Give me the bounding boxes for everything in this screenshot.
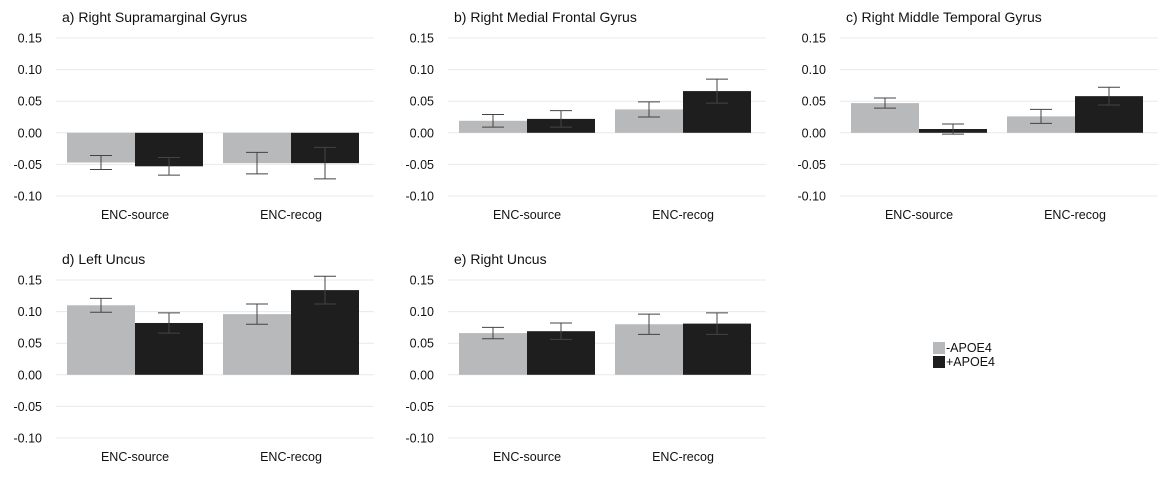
legend-swatch-minus-apoe4 bbox=[933, 342, 945, 354]
panel-title: c) Right Middle Temporal Gyrus bbox=[846, 9, 1042, 25]
category-label: ENC-recog bbox=[260, 450, 322, 464]
error-bar bbox=[246, 151, 268, 175]
y-tick-label: -0.10 bbox=[798, 190, 827, 204]
chart-svg: c) Right Middle Temporal Gyrus 0.15 0.10 0.… bbox=[798, 9, 1158, 222]
y-tick-label: -0.05 bbox=[14, 158, 43, 172]
chart-svg: e) Right Uncus 0.15 0.10 0.05 0.00 -0.05 -0.10… bbox=[406, 251, 766, 464]
y-tick-label: -0.10 bbox=[406, 190, 435, 204]
bar-minus-apoe4-enc-recog bbox=[615, 109, 683, 133]
chart-svg: d) Left Uncus 0.15 0.10 0.05 0.00 -0.05 -0.10 E… bbox=[14, 251, 374, 464]
figure: a) Right Supramarginal Gyrus 0.15 0.10 0.05… bbox=[0, 0, 1160, 464]
y-tick-label: 0.10 bbox=[802, 63, 826, 77]
error-bar bbox=[638, 313, 660, 335]
y-tick-label: -0.05 bbox=[798, 158, 827, 172]
y-tick-label: -0.05 bbox=[406, 400, 435, 414]
panel-title: e) Right Uncus bbox=[454, 251, 547, 267]
error-bar bbox=[942, 123, 964, 135]
bar-minus-apoe4-enc-recog bbox=[1007, 116, 1075, 133]
y-tick-label: 0.00 bbox=[802, 126, 826, 140]
y-tick-label: 0.05 bbox=[410, 95, 434, 109]
error-bar bbox=[550, 110, 572, 128]
error-bar bbox=[246, 303, 268, 325]
chart-panel-e: e) Right Uncus 0.15 0.10 0.05 0.00 -0.05 -0.10… bbox=[392, 242, 772, 477]
y-tick-label: 0.10 bbox=[18, 63, 42, 77]
category-label: ENC-recog bbox=[652, 450, 714, 464]
y-tick-label: 0.15 bbox=[410, 32, 434, 46]
chart-panel-d: d) Left Uncus 0.15 0.10 0.05 0.00 -0.05 -0.10 E… bbox=[0, 242, 380, 477]
category-label: ENC-recog bbox=[260, 208, 322, 222]
y-tick-label: -0.10 bbox=[14, 190, 43, 204]
panel-title: d) Left Uncus bbox=[62, 251, 145, 267]
category-label: ENC-recog bbox=[652, 208, 714, 222]
y-tick-label: 0.00 bbox=[410, 126, 434, 140]
y-tick-label: 0.15 bbox=[18, 274, 42, 288]
legend-label: -APOE4 bbox=[946, 341, 992, 355]
legend-label: +APOE4 bbox=[946, 355, 995, 369]
legend: -APOE4 +APOE4 bbox=[933, 341, 995, 369]
category-label: ENC-source bbox=[885, 208, 953, 222]
bar-minus-apoe4-enc-source bbox=[67, 305, 135, 375]
error-bar bbox=[158, 156, 180, 176]
error-bar bbox=[90, 155, 112, 170]
chart-panel-c: c) Right Middle Temporal Gyrus 0.15 0.10 0.… bbox=[784, 0, 1160, 235]
legend-item-plus-apoe4: +APOE4 bbox=[933, 355, 995, 369]
legend-swatch-plus-apoe4 bbox=[933, 356, 945, 368]
y-tick-label: 0.05 bbox=[802, 95, 826, 109]
error-bar bbox=[550, 322, 572, 340]
panel-title: a) Right Supramarginal Gyrus bbox=[62, 9, 247, 25]
error-bar bbox=[314, 146, 336, 180]
y-tick-label: 0.05 bbox=[18, 95, 42, 109]
error-bar bbox=[482, 113, 504, 128]
error-bar bbox=[706, 312, 728, 335]
y-tick-label: 0.05 bbox=[410, 337, 434, 351]
category-label: ENC-source bbox=[493, 208, 561, 222]
y-tick-label: 0.00 bbox=[18, 368, 42, 382]
y-tick-label: 0.10 bbox=[410, 305, 434, 319]
y-tick-label: -0.10 bbox=[406, 432, 435, 446]
y-tick-label: -0.10 bbox=[14, 432, 43, 446]
y-tick-label: 0.15 bbox=[410, 274, 434, 288]
y-tick-label: 0.00 bbox=[18, 126, 42, 140]
error-bar bbox=[158, 312, 180, 334]
error-bar bbox=[314, 275, 336, 305]
chart-panel-b: b) Right Medial Frontal Gyrus 0.15 0.10 0.0… bbox=[392, 0, 772, 235]
panel-title: b) Right Medial Frontal Gyrus bbox=[454, 9, 637, 25]
error-bar bbox=[1098, 86, 1120, 106]
y-tick-label: -0.05 bbox=[406, 158, 435, 172]
y-tick-label: 0.15 bbox=[18, 32, 42, 46]
error-bar bbox=[482, 326, 504, 340]
chart-svg: a) Right Supramarginal Gyrus 0.15 0.10 0.05… bbox=[14, 9, 374, 222]
error-bar bbox=[90, 297, 112, 313]
category-label: ENC-source bbox=[101, 208, 169, 222]
error-bar bbox=[1030, 108, 1052, 124]
y-tick-label: 0.00 bbox=[410, 368, 434, 382]
error-bar bbox=[638, 101, 660, 118]
y-tick-label: 0.10 bbox=[18, 305, 42, 319]
y-tick-label: 0.05 bbox=[18, 337, 42, 351]
error-bar bbox=[874, 97, 896, 109]
category-label: ENC-source bbox=[101, 450, 169, 464]
chart-panel-a: a) Right Supramarginal Gyrus 0.15 0.10 0.05… bbox=[0, 0, 380, 235]
chart-svg: b) Right Medial Frontal Gyrus 0.15 0.10 0.0… bbox=[406, 9, 766, 222]
error-bar bbox=[706, 78, 728, 104]
y-tick-label: -0.05 bbox=[14, 400, 43, 414]
category-label: ENC-recog bbox=[1044, 208, 1106, 222]
y-tick-label: 0.10 bbox=[410, 63, 434, 77]
category-label: ENC-source bbox=[493, 450, 561, 464]
bar-minus-apoe4-enc-source bbox=[459, 333, 527, 375]
legend-item-minus-apoe4: -APOE4 bbox=[933, 341, 995, 355]
y-tick-label: 0.15 bbox=[802, 32, 826, 46]
